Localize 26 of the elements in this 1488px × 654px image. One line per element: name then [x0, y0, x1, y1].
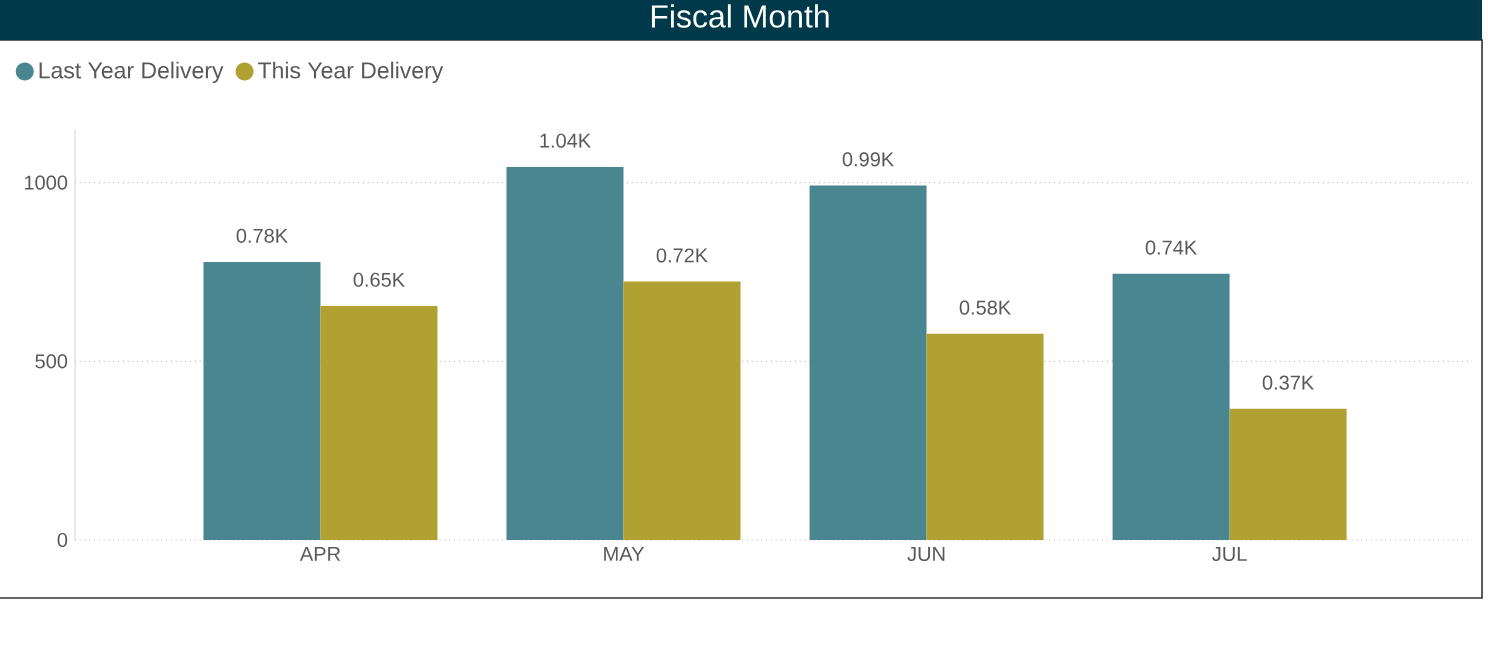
- data-label: 1.04K: [540, 133, 591, 148]
- y-tick-label: 1000: [24, 175, 68, 190]
- bar: [809, 185, 927, 540]
- x-tick-label: APR: [299, 547, 341, 561]
- bar: [506, 166, 624, 540]
- bar: [623, 281, 741, 540]
- data-label: 0.37K: [1262, 375, 1314, 390]
- x-tick-label: JUL: [1212, 547, 1247, 562]
- data-label: 0.65K: [353, 272, 405, 287]
- bar: [1229, 408, 1347, 540]
- y-tick-label: 500: [35, 354, 68, 369]
- bar: [320, 305, 438, 540]
- bar: [203, 261, 321, 540]
- legend-label: This Year Delivery: [258, 61, 444, 84]
- data-label: 0.99K: [842, 152, 894, 167]
- x-tick-label: JUN: [907, 547, 945, 562]
- y-tick-label: 0: [57, 532, 68, 548]
- data-label: 0.74K: [1145, 240, 1197, 255]
- data-label: 0.78K: [236, 228, 288, 243]
- chart-title: Fiscal Month: [651, 4, 829, 28]
- bar: [1112, 273, 1230, 540]
- bar: [926, 333, 1044, 540]
- data-label: 0.72K: [656, 248, 708, 263]
- legend-label: Last Year Delivery: [39, 61, 224, 84]
- data-label: 0.58K: [959, 300, 1011, 315]
- x-tick-label: MAY: [604, 547, 645, 561]
